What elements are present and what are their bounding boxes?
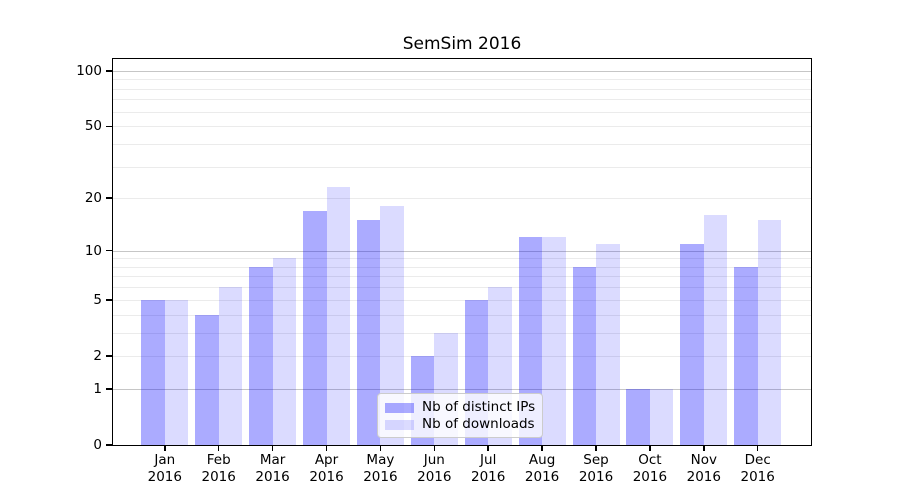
x-tick-mark xyxy=(541,446,543,451)
minor-gridline xyxy=(113,99,811,101)
minor-gridline xyxy=(113,287,811,289)
minor-gridline xyxy=(113,332,811,334)
x-tick-mark xyxy=(649,446,651,451)
minor-gridline xyxy=(113,266,811,268)
x-tick-mark xyxy=(217,446,220,451)
x-tick-mark xyxy=(756,446,759,451)
bar-distinct-ips-feb xyxy=(195,314,219,445)
bar-downloads-jan xyxy=(164,299,189,445)
legend-label: Nb of downloads xyxy=(422,416,535,432)
bars-layer xyxy=(113,59,811,445)
x-tick-mark xyxy=(325,446,328,451)
y-tick-label: 2 xyxy=(93,347,102,364)
y-tick-mark xyxy=(106,444,112,446)
bar-distinct-ips-jan xyxy=(141,299,165,445)
chart-title: SemSim 2016 xyxy=(402,34,522,54)
legend-label: Nb of distinct IPs xyxy=(422,399,536,415)
x-tick-label: Sep 2016 xyxy=(578,452,614,485)
y-tick-label: 10 xyxy=(84,242,102,259)
legend: Nb of distinct IPs Nb of downloads xyxy=(377,393,543,438)
x-tick-label: Mar 2016 xyxy=(255,452,290,485)
y-tick-mark xyxy=(106,197,112,199)
x-tick-label: Jan 2016 xyxy=(147,452,182,485)
bar-distinct-ips-nov xyxy=(680,243,704,445)
bar-distinct-ips-apr xyxy=(303,210,327,445)
bar-downloads-mar xyxy=(272,258,297,445)
minor-gridline xyxy=(113,79,811,81)
minor-gridline xyxy=(113,88,811,90)
bar-downloads-nov xyxy=(703,215,728,445)
x-tick-label: Aug 2016 xyxy=(524,452,560,485)
y-tick-mark xyxy=(106,70,112,72)
y-tick-label: 5 xyxy=(93,291,102,308)
y-tick-mark xyxy=(106,299,112,301)
y-tick-mark xyxy=(106,249,112,252)
major-gridline xyxy=(113,388,811,390)
y-tick-mark xyxy=(106,355,112,357)
legend-swatch-downloads xyxy=(385,419,414,430)
x-tick-mark xyxy=(487,446,489,451)
legend-item: Nb of downloads xyxy=(385,416,535,433)
x-tick-label: Jul 2016 xyxy=(471,452,506,485)
minor-gridline xyxy=(113,355,811,357)
minor-gridline xyxy=(113,126,811,128)
bar-downloads-dec xyxy=(757,220,782,445)
plot-area xyxy=(112,58,812,446)
y-tick-label: 50 xyxy=(84,118,102,135)
gridlines-layer xyxy=(113,59,811,445)
x-tick-label: May 2016 xyxy=(363,452,398,485)
x-tick-label: Feb 2016 xyxy=(201,452,236,485)
minor-gridline xyxy=(113,166,811,168)
legend-swatch-distinct-ips xyxy=(385,402,414,413)
x-tick-mark xyxy=(433,446,436,451)
bar-distinct-ips-oct xyxy=(626,388,650,445)
major-gridline xyxy=(113,70,811,72)
bar-distinct-ips-mar xyxy=(249,266,273,445)
bar-distinct-ips-may xyxy=(356,220,381,445)
y-tick-label: 100 xyxy=(76,62,102,79)
x-tick-mark xyxy=(271,446,274,451)
x-tick-mark xyxy=(379,446,382,451)
minor-gridline xyxy=(113,258,811,260)
y-tick-label: 20 xyxy=(84,190,102,207)
bar-distinct-ips-sep xyxy=(572,266,596,445)
bar-distinct-ips-dec xyxy=(734,266,758,445)
x-tick-label: Nov 2016 xyxy=(686,452,721,485)
x-tick-mark xyxy=(595,446,597,451)
bar-downloads-apr xyxy=(326,187,350,445)
minor-gridline xyxy=(113,276,811,278)
x-tick-label: Jun 2016 xyxy=(417,452,452,485)
x-tick-mark xyxy=(164,446,166,451)
bar-downloads-aug xyxy=(542,237,566,445)
x-tick-label: Oct 2016 xyxy=(632,452,668,485)
major-gridline xyxy=(113,250,811,252)
bar-downloads-oct xyxy=(649,388,674,445)
bar-downloads-feb xyxy=(218,287,243,445)
minor-gridline xyxy=(113,299,811,301)
minor-gridline xyxy=(113,111,811,113)
bar-downloads-may xyxy=(380,206,404,445)
x-tick-mark xyxy=(703,446,705,451)
x-tick-label: Dec 2016 xyxy=(740,452,775,485)
legend-item: Nb of distinct IPs xyxy=(385,399,536,416)
bar-downloads-sep xyxy=(596,243,620,445)
y-tick-label: 0 xyxy=(93,437,102,453)
minor-gridline xyxy=(113,314,811,316)
x-tick-label: Apr 2016 xyxy=(309,452,344,485)
minor-gridline xyxy=(113,143,811,145)
y-tick-label: 1 xyxy=(93,380,102,397)
minor-gridline xyxy=(113,198,811,200)
y-tick-mark xyxy=(106,388,112,390)
y-tick-mark xyxy=(106,125,112,128)
